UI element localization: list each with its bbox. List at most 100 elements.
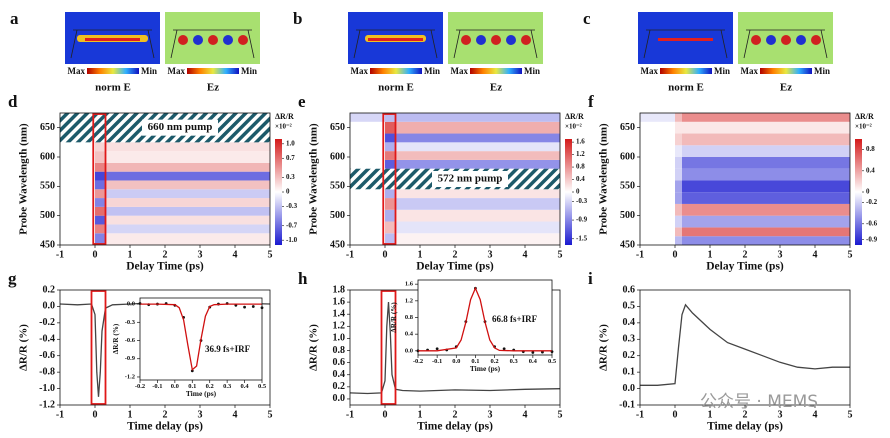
highlight-box xyxy=(380,290,397,405)
field-caption: norm E xyxy=(378,82,414,94)
y-tick-label: 1.4 xyxy=(333,309,346,320)
heatmap-cell xyxy=(675,168,682,181)
y-tick-label: 0.8 xyxy=(405,314,414,321)
heatmap-cell xyxy=(395,209,560,222)
x-tick-label: 3 xyxy=(488,409,493,420)
pump-label-box xyxy=(142,119,218,136)
panel-label: b xyxy=(293,9,302,28)
x-tick-label: 5 xyxy=(848,249,853,260)
structure-outline xyxy=(453,29,538,59)
colorbar-title: ΔR/R xyxy=(275,112,294,121)
heatmap-cell xyxy=(385,221,396,234)
y-tick-label: 500 xyxy=(40,210,55,221)
heatmap-cell xyxy=(682,168,850,181)
field-lobe xyxy=(193,35,203,45)
heatmap-cell xyxy=(385,233,396,245)
structure-outline xyxy=(643,29,728,59)
pump-label-box xyxy=(432,171,508,187)
heatmap-cell xyxy=(640,180,675,193)
colorbar-tick-label: -0.6 xyxy=(866,219,878,227)
annotation: 36.9 fs+IRF xyxy=(205,344,251,354)
colorbar-max: Max xyxy=(168,66,186,76)
panel-label: g xyxy=(8,269,17,288)
y-tick-label: -0.4 xyxy=(39,334,55,345)
structure-outline xyxy=(170,29,255,59)
x-tick-label: 1 xyxy=(708,409,713,420)
colorbar xyxy=(275,139,282,245)
colorbar-tick-label: -0.9 xyxy=(576,216,588,224)
heatmap-cell xyxy=(682,145,850,157)
heatmap-cell xyxy=(682,215,850,228)
x-axis-label: Time delay (ps) xyxy=(127,421,203,433)
y-tick-label: 0.0 xyxy=(127,301,135,308)
watermark: 公众号 · MEMS xyxy=(700,392,818,412)
y-tick-label: 0.3 xyxy=(623,334,636,345)
heatmap-cell xyxy=(95,180,106,190)
heatmap-cell xyxy=(350,113,385,122)
data-line xyxy=(418,286,552,352)
heatmap-cell xyxy=(675,236,682,245)
heatmap-cell xyxy=(385,189,396,199)
y-tick-label: 0.4 xyxy=(333,369,346,380)
x-tick-label: 5 xyxy=(558,409,563,420)
field-lobe xyxy=(208,35,218,45)
y-tick-label: -0.6 xyxy=(39,350,55,361)
heatmap-cell xyxy=(675,227,682,237)
heatmap-cell xyxy=(640,215,675,228)
heatmap-cell xyxy=(105,171,270,181)
heatmap-cell xyxy=(60,233,95,245)
field-lobe xyxy=(751,35,761,45)
x-tick-label: 0.0 xyxy=(171,383,179,390)
heatmap-cell xyxy=(350,209,385,222)
colorbar-tick-label: -0.3 xyxy=(286,202,298,210)
heatmap-cell xyxy=(395,221,560,234)
x-axis-label: Delay Time (ps) xyxy=(706,261,784,273)
y-axis-label: ΔR/R (%) xyxy=(598,324,610,371)
field-lobe xyxy=(521,35,531,45)
y-tick-label: 650 xyxy=(330,122,345,133)
x-tick-label: 5 xyxy=(268,249,273,260)
colorbar xyxy=(855,139,862,245)
x-tick-label: -1 xyxy=(56,409,64,420)
field-caption: Ez xyxy=(490,82,502,94)
heatmap-cell xyxy=(395,159,560,169)
y-tick-label: 0.6 xyxy=(333,357,346,368)
heatmap-cell xyxy=(640,157,675,169)
x-tick-label: 3 xyxy=(778,249,783,260)
colorbar-min: Min xyxy=(714,66,730,76)
heatmap-cell xyxy=(395,198,560,210)
heatmap-cell xyxy=(395,189,560,199)
x-tick-label: 3 xyxy=(488,249,493,260)
y-tick-label: 0.2 xyxy=(333,381,346,392)
colorbar-min: Min xyxy=(241,66,257,76)
heatmap-cell xyxy=(350,221,385,234)
colorbar-tick-label: -0.3 xyxy=(576,197,588,205)
data-point xyxy=(251,305,255,308)
heatmap-cell xyxy=(60,171,95,181)
heatmap-cell xyxy=(640,236,675,245)
structure-outline xyxy=(353,29,438,59)
colorbar-min: Min xyxy=(424,66,440,76)
colorbar-strip xyxy=(660,68,712,74)
y-tick-label: 1.8 xyxy=(333,284,346,295)
colorbar-tick-label: 0.4 xyxy=(576,175,585,183)
x-tick-label: 0.4 xyxy=(529,358,538,365)
y-axis-label: ΔR/R (%) xyxy=(308,324,320,371)
heatmap-cell xyxy=(640,113,675,122)
colorbar-min: Min xyxy=(814,66,830,76)
y-tick-label: 1.0 xyxy=(333,333,346,344)
y-tick-label: 650 xyxy=(620,122,635,133)
y-tick-label: 600 xyxy=(40,151,55,162)
field-caption: Ez xyxy=(207,82,219,94)
x-tick-label: 0.1 xyxy=(188,383,196,390)
heatmap-cell xyxy=(385,133,396,143)
colorbar-tick-label: -1.5 xyxy=(576,234,588,242)
colorbar-tick-label: 0 xyxy=(866,188,870,196)
x-axis-label: Delay Time (ps) xyxy=(126,261,204,273)
x-tick-label: 0.5 xyxy=(258,383,267,390)
panel-label: c xyxy=(583,9,591,28)
heatmap-cell xyxy=(95,198,106,207)
plot-frame xyxy=(139,297,263,381)
heatmap-cell xyxy=(60,198,95,207)
heatmap-cell xyxy=(60,139,95,152)
